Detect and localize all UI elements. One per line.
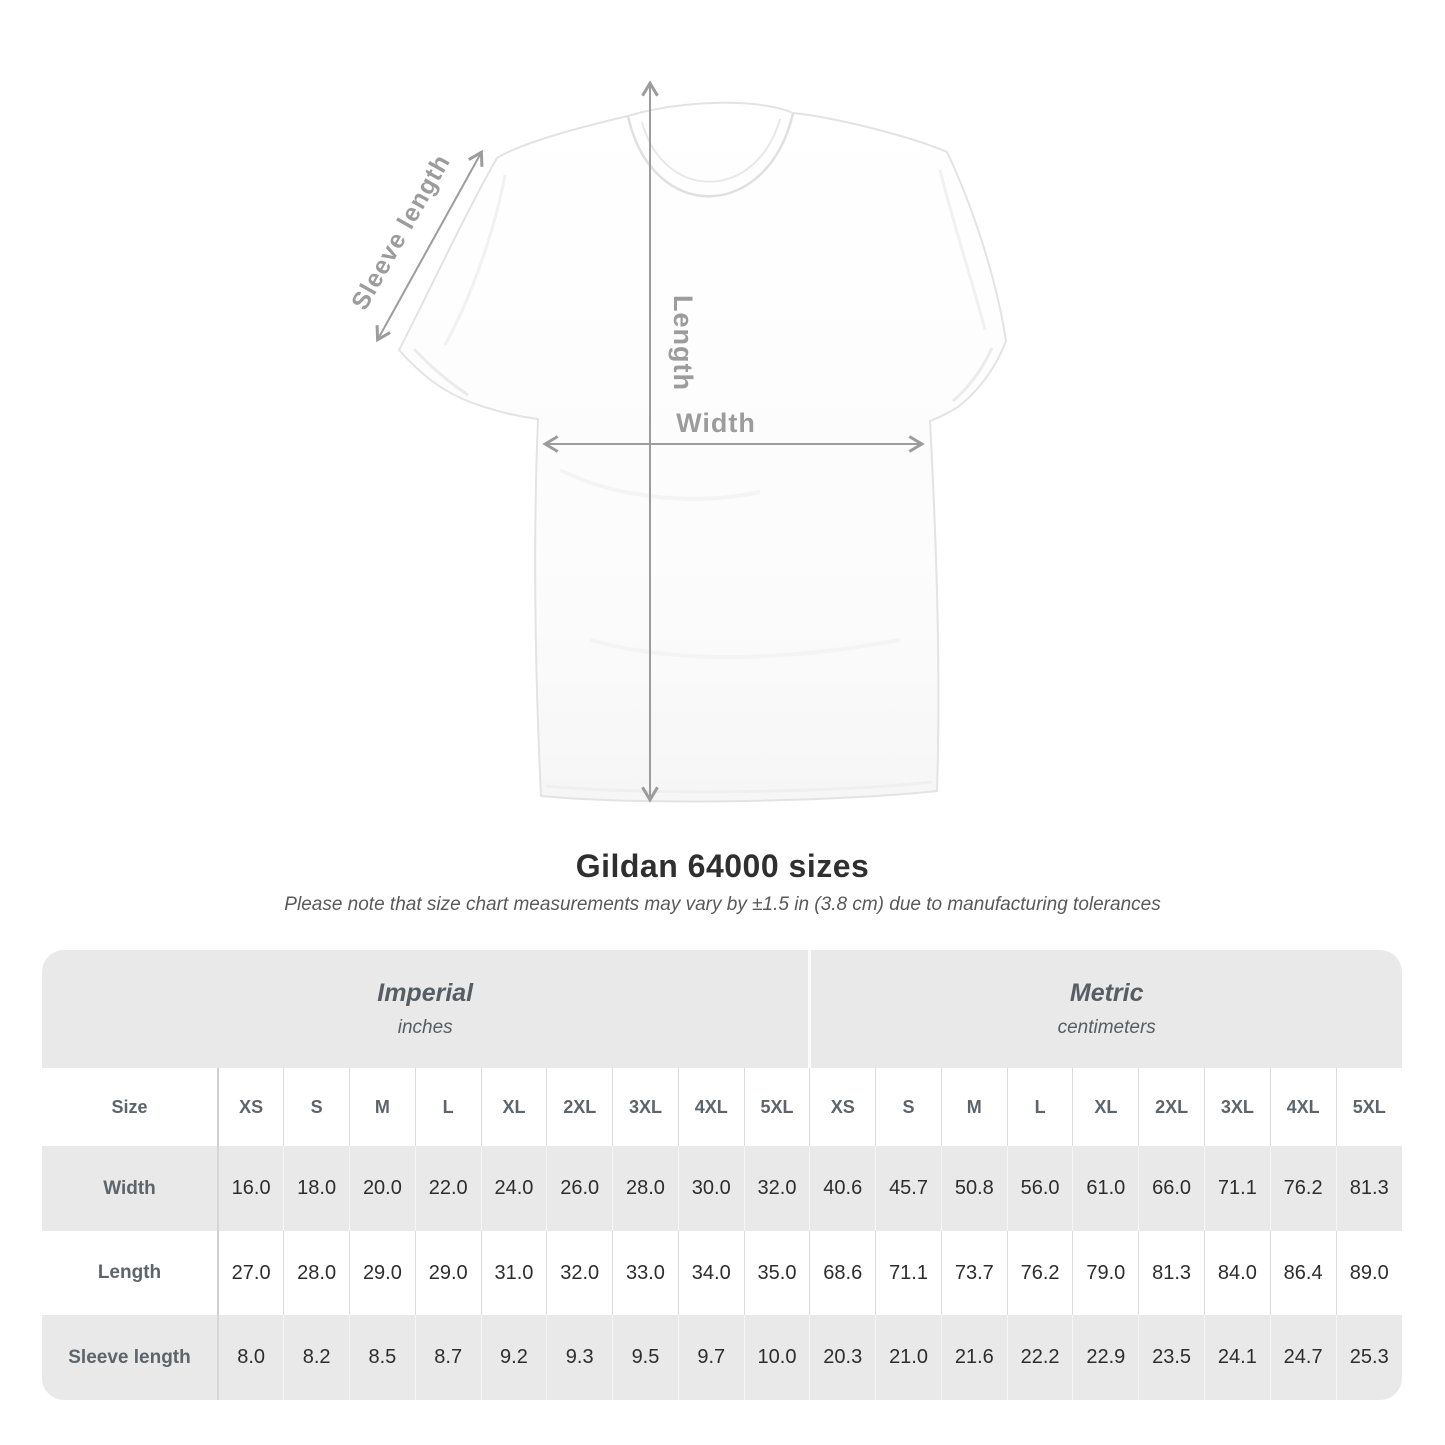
value-cell: 8.7 [414,1315,482,1400]
value-cell: 9.7 [677,1315,745,1400]
length-label: Length [668,295,698,391]
sleeve-length-arrow [375,149,484,343]
value-cell: 30.0 [677,1146,745,1231]
size-header: 5XL [743,1068,810,1146]
value-cell: 26.0 [546,1146,613,1231]
measurement-arrows [375,80,925,803]
value-cell: 28.0 [283,1231,350,1315]
value-cell: 28.0 [612,1146,679,1231]
sleeve-length-row-label: Sleeve length [42,1315,218,1400]
value-cell: 32.0 [743,1146,810,1231]
size-header: 3XL [612,1068,679,1146]
unit-header-row: Imperial inches Metric centimeters [42,950,1402,1068]
value-cell: 24.7 [1269,1315,1337,1400]
size-header: XL [1072,1068,1139,1146]
size-header: L [414,1068,482,1146]
size-chart-table-container: Imperial inches Metric centimeters Size … [42,950,1402,1400]
value-cell: 8.0 [217,1315,284,1400]
size-header: 4XL [1269,1068,1337,1146]
value-cell: 71.1 [875,1231,942,1315]
value-cell: 21.6 [940,1315,1008,1400]
value-cell: 25.3 [1335,1315,1402,1400]
size-header: 2XL [1138,1068,1205,1146]
value-cell: 29.0 [349,1231,416,1315]
value-cell: 9.5 [612,1315,679,1400]
value-cell: 27.0 [217,1231,284,1315]
value-cell: 9.2 [480,1315,547,1400]
value-cell: 68.6 [809,1231,876,1315]
size-header: XL [480,1068,547,1146]
value-cell: 22.9 [1072,1315,1139,1400]
value-cell: 86.4 [1269,1231,1337,1315]
value-cell: 79.0 [1072,1231,1139,1315]
size-header: S [283,1068,350,1146]
size-header: 2XL [546,1068,613,1146]
value-cell: 61.0 [1072,1146,1139,1231]
value-cell: 29.0 [414,1231,482,1315]
value-cell: 32.0 [546,1231,613,1315]
metric-sublabel: centimeters [1057,1017,1156,1038]
value-cell: 22.2 [1006,1315,1073,1400]
value-cell: 89.0 [1335,1231,1402,1315]
value-cell: 18.0 [283,1146,350,1231]
size-header: M [940,1068,1008,1146]
size-column-header: Size [42,1068,218,1146]
value-cell: 31.0 [480,1231,547,1315]
size-header: XS [217,1068,284,1146]
value-cell: 24.0 [480,1146,547,1231]
width-row-label: Width [42,1146,218,1231]
value-cell: 81.3 [1335,1146,1402,1231]
value-cell: 50.8 [940,1146,1008,1231]
value-cell: 76.2 [1269,1146,1337,1231]
length-row: Length 27.0 28.0 29.0 29.0 31.0 32.0 33.… [42,1231,1402,1315]
value-cell: 8.5 [349,1315,416,1400]
size-header: XS [809,1068,876,1146]
width-row: Width 16.0 18.0 20.0 22.0 24.0 26.0 28.0… [42,1146,1402,1231]
metric-header-cell: Metric centimeters [808,950,1402,1068]
size-chart-table: Imperial inches Metric centimeters Size … [42,950,1402,1400]
size-header: L [1006,1068,1073,1146]
width-label: Width [676,408,756,438]
value-cell: 45.7 [875,1146,942,1231]
value-cell: 81.3 [1138,1231,1205,1315]
size-header: 5XL [1335,1068,1402,1146]
value-cell: 35.0 [743,1231,810,1315]
value-cell: 16.0 [217,1146,284,1231]
value-cell: 40.6 [809,1146,876,1231]
value-cell: 23.5 [1138,1315,1205,1400]
value-cell: 8.2 [283,1315,350,1400]
value-cell: 20.3 [809,1315,876,1400]
size-header: 3XL [1203,1068,1271,1146]
value-cell: 84.0 [1203,1231,1271,1315]
value-cell: 56.0 [1006,1146,1073,1231]
imperial-label: Imperial [377,979,474,1007]
size-header: M [349,1068,416,1146]
length-row-label: Length [42,1231,218,1315]
size-header: S [875,1068,942,1146]
size-header-row: Size XS S M L XL 2XL 3XL 4XL 5XL XS S M … [42,1068,1402,1146]
tshirt-illustration [398,101,1007,803]
metric-label: Metric [1069,979,1144,1007]
tshirt-svg: Width Length Sleeve length [346,80,1007,803]
tolerance-note: Please note that size chart measurements… [284,894,1161,915]
value-cell: 34.0 [677,1231,745,1315]
value-cell: 10.0 [743,1315,810,1400]
value-cell: 9.3 [546,1315,613,1400]
value-cell: 71.1 [1203,1146,1271,1231]
value-cell: 21.0 [875,1315,942,1400]
value-cell: 22.0 [414,1146,482,1231]
value-cell: 33.0 [612,1231,679,1315]
imperial-sublabel: inches [397,1017,453,1038]
value-cell: 66.0 [1138,1146,1205,1231]
value-cell: 73.7 [940,1231,1008,1315]
value-cell: 76.2 [1006,1231,1073,1315]
sleeve-length-row: Sleeve length 8.0 8.2 8.5 8.7 9.2 9.3 9.… [42,1315,1402,1400]
size-header: 4XL [677,1068,745,1146]
value-cell: 20.0 [349,1146,416,1231]
imperial-header-cell: Imperial inches [42,950,810,1068]
value-cell: 24.1 [1203,1315,1271,1400]
tshirt-measurement-diagram: Width Length Sleeve length [346,80,1007,803]
page-title: Gildan 64000 sizes [575,848,870,884]
